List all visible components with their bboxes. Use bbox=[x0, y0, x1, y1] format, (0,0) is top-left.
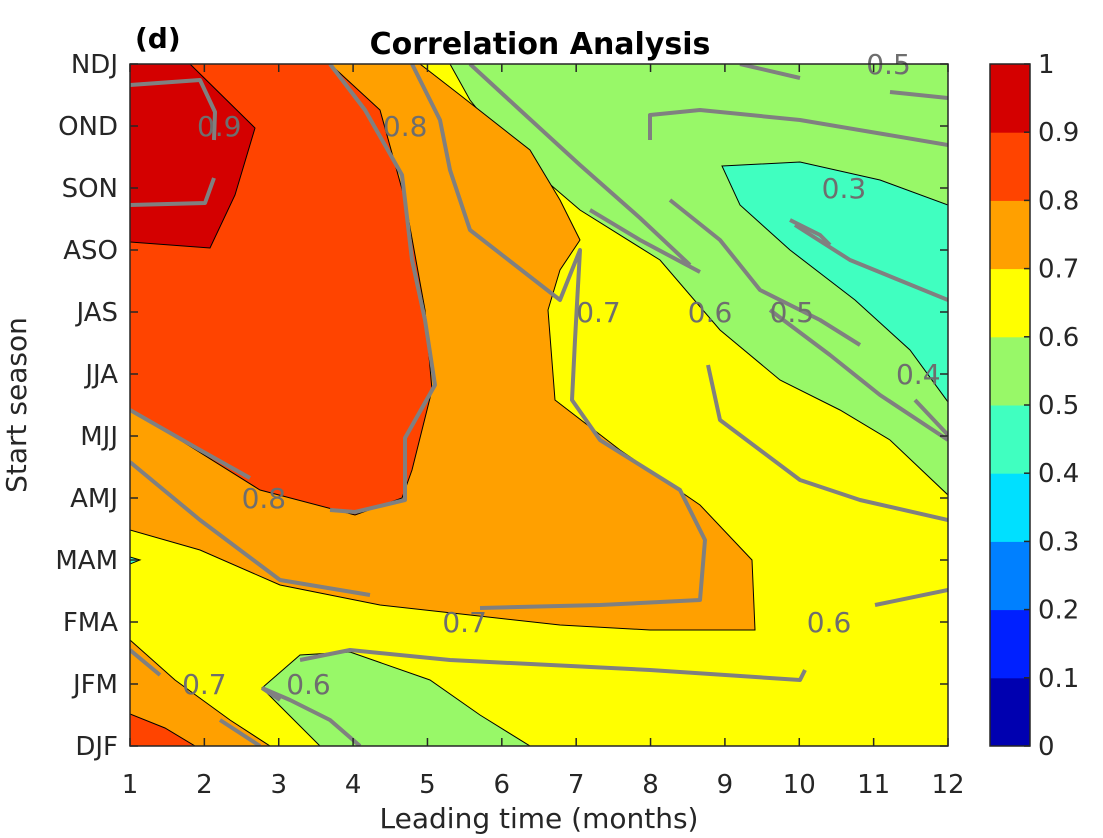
contour-line-0.5-diag bbox=[588, 208, 701, 274]
contour-region-0.7-0.8-corner bbox=[130, 639, 271, 746]
y-tick-label: NDJ bbox=[71, 50, 118, 80]
contour-line-0.5-top bbox=[739, 64, 801, 80]
contour-label: 0.8 bbox=[242, 482, 287, 515]
contour-label: 0.5 bbox=[770, 296, 815, 329]
colorbar-tick-label: 0.9 bbox=[1038, 118, 1079, 148]
x-tick-label: 4 bbox=[345, 770, 362, 800]
contour-labels: 0.9 0.80.80.70.70.70.60.60.60.50.50.40.3 bbox=[182, 48, 940, 701]
contour-region-0.4-0.5 bbox=[721, 161, 948, 403]
contour-label: 0.8 bbox=[383, 110, 428, 143]
contour-line-0.5-mid bbox=[648, 108, 948, 147]
contour-line-0.8-upper bbox=[328, 64, 437, 514]
contour-line-0.5-lower bbox=[261, 686, 362, 746]
y-tick-label: SON bbox=[62, 174, 118, 204]
contour-line-0.6-main bbox=[468, 64, 692, 267]
x-tick-label: 6 bbox=[494, 770, 511, 800]
x-tick-label: 5 bbox=[419, 770, 436, 800]
x-tick-label: 8 bbox=[642, 770, 659, 800]
colorbar-tick-label: 0.3 bbox=[1038, 527, 1079, 557]
contour-line-0.4-mid bbox=[668, 198, 862, 347]
colorbar-segment bbox=[990, 473, 1030, 542]
x-tick-label: 9 bbox=[717, 770, 734, 800]
colorbar-tick-label: 0.7 bbox=[1038, 255, 1079, 285]
contour-label: 0.7 bbox=[576, 296, 621, 329]
colorbar-segment bbox=[990, 677, 1030, 747]
colorbar-tick-label: 0.4 bbox=[1038, 459, 1079, 489]
contour-region-0.8-0.9-corner bbox=[130, 713, 196, 746]
colorbar-tick-label: 0 bbox=[1038, 732, 1055, 762]
colorbar: 0 0.1 0.2 0.3 0.4 0.5 0.6 0.7 0.8 0.9 1 bbox=[989, 50, 1079, 762]
y-tick-label: FMA bbox=[63, 608, 118, 638]
colorbar-segment bbox=[990, 64, 1030, 133]
panel-label: (d) bbox=[135, 22, 181, 55]
colorbar-tick-label: 0.5 bbox=[1038, 391, 1079, 421]
plot-frame bbox=[129, 63, 949, 747]
colorbar-segment bbox=[990, 200, 1030, 270]
colorbar-segment bbox=[990, 268, 1030, 338]
y-tick-label: ASO bbox=[63, 236, 118, 266]
y-tick-label: MAM bbox=[55, 546, 118, 576]
contour-label: 0.7 bbox=[182, 668, 227, 701]
x-axis-title: Leading time (months) bbox=[380, 802, 699, 835]
contour-line-0.9-lower bbox=[130, 177, 216, 207]
x-tick-label: 7 bbox=[568, 770, 585, 800]
y-tick-label: MJJ bbox=[80, 422, 118, 452]
y-tick-label: JAS bbox=[74, 298, 118, 328]
contour-line-0.9 bbox=[130, 78, 217, 141]
x-tick-label: 12 bbox=[931, 770, 964, 800]
contour-fill-layer bbox=[130, 64, 948, 746]
y-tick-label: DJF bbox=[75, 732, 118, 762]
contour-label: 0.3 bbox=[822, 172, 867, 205]
contour-line-0.4-upper bbox=[793, 223, 948, 302]
contour-line-0.7-upper bbox=[410, 64, 707, 610]
y-tick-label: OND bbox=[58, 112, 118, 142]
y-tick-label: AMJ bbox=[70, 484, 118, 514]
contour-line-0.6-mid bbox=[706, 364, 948, 522]
colorbar-segment bbox=[990, 132, 1030, 201]
contour-region-0.9-1 bbox=[130, 64, 256, 249]
contour-label: 0.7 bbox=[442, 606, 487, 639]
contour-line-0.5-top-right bbox=[889, 90, 948, 100]
contour-line-0.5-diag-b bbox=[768, 308, 948, 442]
colorbar-segment bbox=[990, 336, 1030, 406]
colorbar-segment bbox=[990, 609, 1030, 679]
contour-line-0.7-corner-b bbox=[218, 718, 262, 746]
contour-line-0.6-right bbox=[874, 588, 948, 607]
x-tick-label: 3 bbox=[270, 770, 287, 800]
colorbar-tick-label: 0.8 bbox=[1038, 186, 1079, 216]
chart-title: Correlation Analysis bbox=[370, 27, 711, 62]
x-tick-label: 10 bbox=[783, 770, 816, 800]
colorbar-segment bbox=[990, 405, 1030, 474]
contour-line-0.8-left bbox=[130, 408, 251, 480]
x-axis: 1 2 3 4 5 6 7 8 9 10 11 12 bbox=[122, 64, 965, 800]
y-axis-title: Start season bbox=[0, 317, 33, 493]
contour-line-0.6-lower bbox=[299, 648, 807, 682]
contour-line-0.7-corner bbox=[130, 648, 162, 677]
x-tick-label: 2 bbox=[196, 770, 213, 800]
colorbar-tick-label: 0.6 bbox=[1038, 323, 1079, 353]
contour-label: 0.6 bbox=[807, 606, 852, 639]
contour-region-0.5-0.6-lower bbox=[261, 651, 531, 746]
x-tick-label: 11 bbox=[857, 770, 890, 800]
y-axis: DJF JFM FMA MAM AMJ MJJ JJA JAS ASO SON OND NDJ bbox=[55, 50, 948, 762]
colorbar-segment bbox=[990, 541, 1030, 611]
contour-line-0.7-left bbox=[130, 460, 371, 597]
y-tick-label: JFM bbox=[71, 670, 118, 700]
contour-label: 0.6 bbox=[286, 668, 331, 701]
colorbar-tick-label: 0.1 bbox=[1038, 664, 1079, 694]
contour-line-0.4-right bbox=[913, 398, 948, 437]
contour-label: 0.9 bbox=[197, 110, 242, 143]
contour-label: 0.4 bbox=[896, 358, 941, 391]
y-tick-label: JJA bbox=[83, 360, 118, 390]
colorbar-tick-label: 1 bbox=[1038, 50, 1055, 80]
contour-line-0.3 bbox=[789, 218, 832, 247]
x-tick-label: 1 bbox=[122, 770, 139, 800]
contour-label: 0.6 bbox=[688, 296, 733, 329]
colorbar-tick-label: 0.2 bbox=[1038, 596, 1079, 626]
contour-line-layer bbox=[130, 64, 948, 746]
